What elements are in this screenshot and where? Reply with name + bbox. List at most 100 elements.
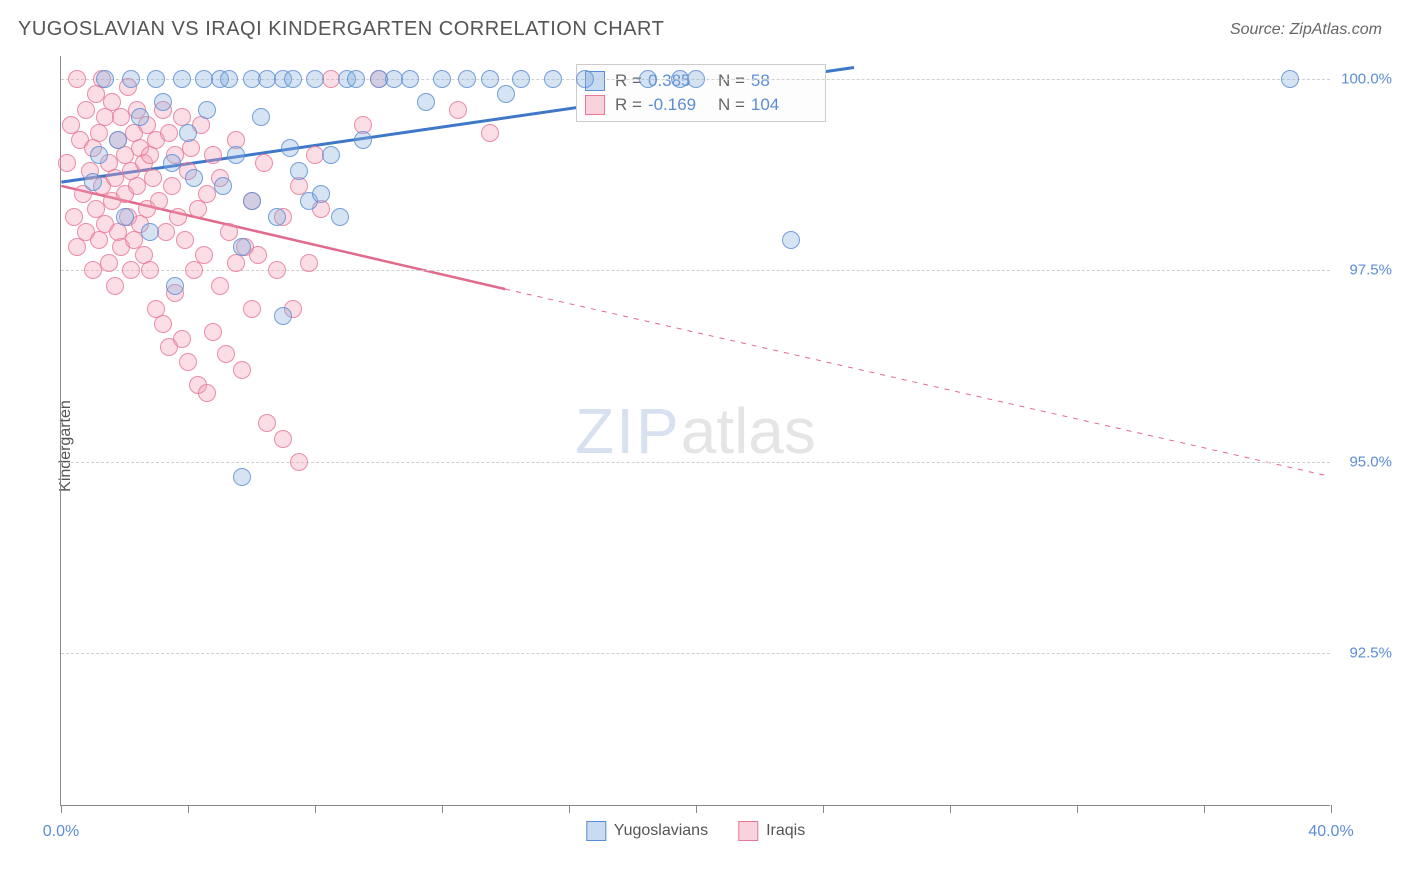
scatter-point — [179, 353, 197, 371]
scatter-point — [176, 231, 194, 249]
trend-line-dashed — [505, 289, 1329, 476]
scatter-point — [116, 208, 134, 226]
scatter-point — [274, 307, 292, 325]
xtick — [442, 805, 443, 813]
scatter-point — [639, 70, 657, 88]
scatter-point — [144, 169, 162, 187]
scatter-point — [255, 154, 273, 172]
scatter-point — [258, 414, 276, 432]
n-label: N = — [718, 71, 745, 91]
plot-area: ZIPatlas R = 0.385 N = 58 R = -0.169 N =… — [60, 56, 1330, 806]
scatter-point — [481, 124, 499, 142]
n-label: N = — [718, 95, 745, 115]
legend-item-a: Yugoslavians — [586, 821, 708, 841]
scatter-point — [166, 277, 184, 295]
scatter-point — [179, 124, 197, 142]
scatter-point — [782, 231, 800, 249]
ytick-label: 97.5% — [1349, 262, 1392, 279]
scatter-point — [306, 70, 324, 88]
scatter-point — [65, 208, 83, 226]
legend-label-a: Yugoslavians — [614, 822, 708, 840]
scatter-point — [131, 108, 149, 126]
scatter-point — [163, 154, 181, 172]
chart-container: Kindergarten ZIPatlas R = 0.385 N = 58 R… — [50, 56, 1390, 836]
scatter-point — [204, 323, 222, 341]
scatter-point — [458, 70, 476, 88]
scatter-point — [220, 70, 238, 88]
scatter-point — [243, 192, 261, 210]
scatter-point — [204, 146, 222, 164]
scatter-point — [154, 93, 172, 111]
scatter-point — [284, 70, 302, 88]
scatter-point — [182, 139, 200, 157]
scatter-point — [77, 101, 95, 119]
scatter-point — [331, 208, 349, 226]
scatter-point — [154, 315, 172, 333]
scatter-point — [449, 101, 467, 119]
scatter-point — [481, 70, 499, 88]
scatter-point — [68, 238, 86, 256]
scatter-point — [217, 345, 235, 363]
scatter-point — [198, 101, 216, 119]
xtick — [315, 805, 316, 813]
scatter-point — [141, 223, 159, 241]
scatter-point — [233, 468, 251, 486]
scatter-point — [227, 146, 245, 164]
scatter-point — [249, 246, 267, 264]
scatter-point — [243, 300, 261, 318]
scatter-point — [281, 139, 299, 157]
scatter-point — [100, 254, 118, 272]
stats-row-b: R = -0.169 N = 104 — [585, 93, 811, 117]
xtick-label: 0.0% — [43, 823, 79, 841]
xtick — [1077, 805, 1078, 813]
scatter-point — [109, 131, 127, 149]
swatch-iraqis-icon — [585, 95, 605, 115]
xtick — [950, 805, 951, 813]
legend-item-b: Iraqis — [738, 821, 805, 841]
scatter-point — [512, 70, 530, 88]
scatter-point — [322, 146, 340, 164]
xtick — [696, 805, 697, 813]
xtick — [569, 805, 570, 813]
xtick — [823, 805, 824, 813]
chart-header: YUGOSLAVIAN VS IRAQI KINDERGARTEN CORREL… — [0, 0, 1406, 51]
scatter-point — [141, 261, 159, 279]
scatter-point — [214, 177, 232, 195]
xtick — [1331, 805, 1332, 813]
scatter-point — [433, 70, 451, 88]
bottom-legend: Yugoslavians Iraqis — [586, 821, 805, 841]
scatter-point — [185, 169, 203, 187]
scatter-point — [227, 254, 245, 272]
gridline — [61, 653, 1330, 654]
scatter-point — [290, 162, 308, 180]
scatter-point — [233, 238, 251, 256]
scatter-point — [160, 124, 178, 142]
scatter-point — [68, 70, 86, 88]
scatter-point — [544, 70, 562, 88]
watermark-part2: atlas — [681, 395, 816, 467]
scatter-point — [401, 70, 419, 88]
scatter-point — [163, 177, 181, 195]
scatter-point — [417, 93, 435, 111]
scatter-point — [576, 70, 594, 88]
scatter-point — [300, 254, 318, 272]
n-value-a: 58 — [751, 71, 811, 91]
scatter-point — [198, 384, 216, 402]
r-label: R = — [615, 71, 642, 91]
chart-title: YUGOSLAVIAN VS IRAQI KINDERGARTEN CORREL… — [18, 18, 664, 41]
scatter-point — [96, 70, 114, 88]
r-value-b: -0.169 — [648, 95, 708, 115]
watermark-part1: ZIP — [575, 395, 681, 467]
scatter-point — [195, 246, 213, 264]
xtick — [61, 805, 62, 813]
xtick — [1204, 805, 1205, 813]
scatter-point — [147, 70, 165, 88]
scatter-point — [290, 453, 308, 471]
ytick-label: 92.5% — [1349, 644, 1392, 661]
scatter-point — [347, 70, 365, 88]
scatter-point — [1281, 70, 1299, 88]
scatter-point — [268, 208, 286, 226]
ytick-label: 95.0% — [1349, 453, 1392, 470]
scatter-point — [189, 200, 207, 218]
xtick-label: 40.0% — [1308, 823, 1353, 841]
